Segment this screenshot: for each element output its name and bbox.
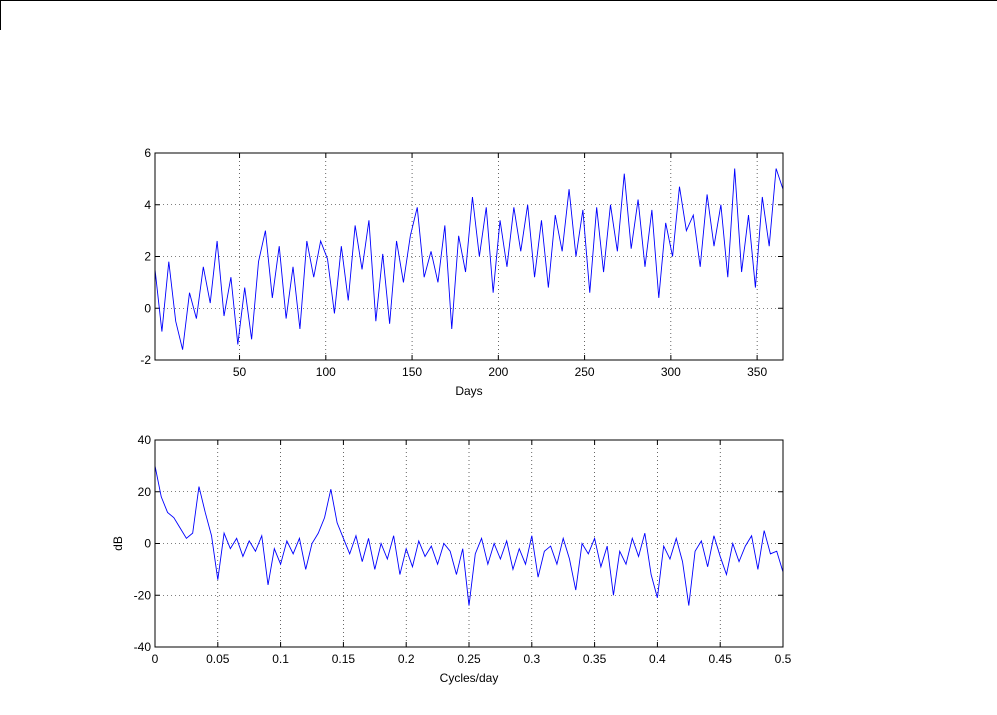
y-tick-label: 40 [138, 433, 152, 447]
y-tick-label: 4 [144, 198, 151, 212]
axes-box [154, 152, 784, 361]
y-tick-label: -20 [134, 588, 152, 602]
x-tick-label: 0.25 [457, 652, 481, 666]
y-tick-label: 0 [144, 537, 151, 551]
y-tick-label: 2 [144, 250, 151, 264]
y-tick-label: 0 [144, 301, 151, 315]
x-tick-label: 100 [316, 365, 336, 379]
axes-background [155, 153, 783, 360]
x-tick-label: 0.45 [709, 652, 733, 666]
x-tick-label: 250 [575, 365, 595, 379]
axes-background [155, 440, 783, 647]
x-tick-label: 300 [661, 365, 681, 379]
y-tick-label: 20 [138, 485, 152, 499]
x-tick-label: 0.05 [206, 652, 230, 666]
x-tick-label: 350 [747, 365, 767, 379]
x-tick-label: 0 [152, 652, 159, 666]
y-tick-label: 6 [144, 146, 151, 160]
x-tick-label: 0.15 [332, 652, 356, 666]
y-tick-label: -2 [140, 353, 151, 367]
x-tick-label: 200 [488, 365, 508, 379]
axes-box [154, 439, 784, 648]
y-axis-label: dB [111, 536, 125, 551]
x-tick-label: 0.35 [583, 652, 607, 666]
x-tick-label: 0.1 [272, 652, 289, 666]
x-axis-label: Cycles/day [440, 671, 499, 685]
data-line [154, 168, 784, 350]
x-tick-label: 0.3 [523, 652, 540, 666]
x-tick-label: 50 [233, 365, 247, 379]
x-tick-label: 0.4 [649, 652, 666, 666]
x-tick-label: 0.5 [775, 652, 792, 666]
y-tick-label: -40 [134, 640, 152, 654]
x-tick-label: 0.2 [398, 652, 415, 666]
data-line [154, 465, 784, 606]
x-tick-label: 150 [402, 365, 422, 379]
x-axis-label: Days [455, 384, 482, 398]
